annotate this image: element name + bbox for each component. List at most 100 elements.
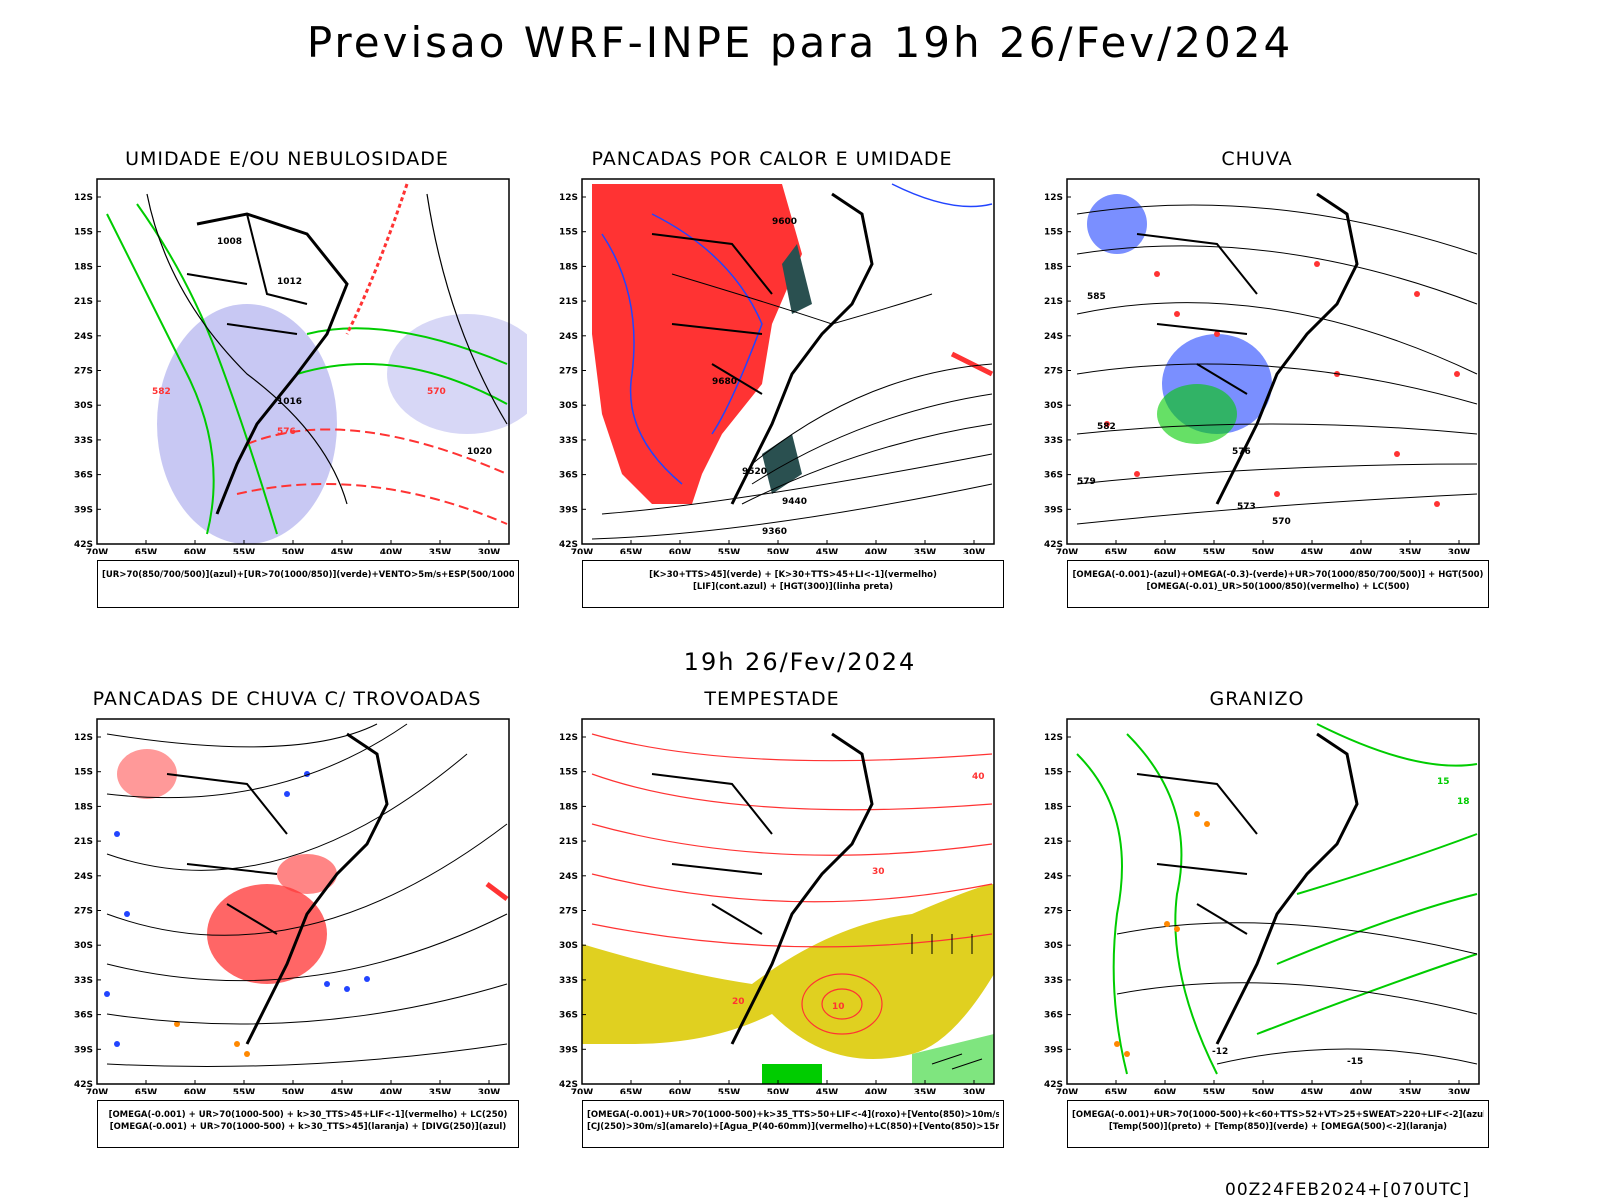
lat-tick-label: 24S (74, 332, 93, 342)
lat-axis: 12S 15S 18S 21S 24S 27S 30S 33S 36S 39S 42S (74, 733, 101, 1090)
lat-tick-label: 18S (1044, 262, 1063, 272)
streamline (106, 983, 508, 1025)
contour-label: 585 (1087, 292, 1106, 302)
height-contour (1076, 245, 1478, 305)
lat-tick-label: 21S (74, 837, 93, 847)
map-svg: 40 30 20 10 12S 15S 18S 21S 24S 27S 30S 33S 36S 3… (559, 718, 995, 1094)
borders (1136, 233, 1258, 395)
lon-tick-label: 60W (184, 548, 207, 554)
lon-tick-label: 60W (184, 1088, 207, 1094)
coastline (730, 192, 874, 505)
lon-tick-label: 45W (1301, 548, 1324, 554)
lon-tick-label: 30W (478, 548, 501, 554)
red-contour (345, 183, 409, 335)
coastline (730, 732, 874, 1045)
map-frame (1066, 178, 1480, 545)
temp-contour (1116, 982, 1478, 1015)
lon-tick-label: 45W (816, 1088, 839, 1094)
lat-axis: 12S 15S 18S 21S 24S 27S 30S 33S 36S 39S 42S (1044, 193, 1071, 550)
lat-tick-label: 42S (559, 540, 578, 550)
legend-line: [Temp(500)](preto) + [Temp(850)](verde) … (1108, 1122, 1448, 1132)
panel-trovoadas: PANCADAS DE CHUVA C/ TROVOADAS (47, 688, 527, 1178)
lon-tick-label: 35W (1399, 548, 1422, 554)
lat-tick-label: 21S (559, 297, 578, 307)
lon-tick-label: 50W (282, 1088, 305, 1094)
lat-tick-label: 30S (1044, 941, 1063, 951)
lon-tick-label: 30W (963, 1088, 986, 1094)
lat-tick-label: 24S (1044, 332, 1063, 342)
lon-tick-label: 70W (86, 548, 109, 554)
lat-tick-label: 15S (559, 228, 578, 238)
lon-tick-label: 40W (380, 548, 403, 554)
map-trovoadas: 12S 15S 18S 21S 24S 27S 30S 33S 36S 39S 42S 70W 65W… (47, 714, 527, 1094)
lat-tick-label: 36S (1044, 471, 1063, 481)
lat-tick-label: 39S (1044, 505, 1063, 515)
map-frame (96, 718, 510, 1085)
jet-fill (582, 884, 994, 1059)
lat-tick-label: 30S (1044, 401, 1063, 411)
legend-box: [OMEGA(-0.001)-(azul)+OMEGA(-0.3)-(verde… (1067, 560, 1489, 608)
lon-axis: 70W 65W 60W 55W 50W 45W 40W 35W 30W (1056, 1080, 1470, 1094)
lat-tick-label: 42S (559, 1080, 578, 1090)
lat-axis: 12S 15S 18S 21S 24S 27S 30S 33S 36S 39S 42S (559, 733, 586, 1090)
contour-label: 20 (732, 997, 745, 1007)
wind-vectors (911, 934, 983, 1070)
contour-label: 1020 (467, 447, 492, 457)
lon-tick-label: 65W (1105, 548, 1128, 554)
lat-axis: 12S 15S 18S 21S 24S 27S 30S 33S 36S 39S 42S (1044, 733, 1071, 1090)
lat-tick-label: 15S (1044, 768, 1063, 778)
map-pancadas-calor: 9600 9680 9520 9440 9360 12S 15S 18S 21S 24S… (532, 174, 1012, 554)
lon-tick-label: 30W (478, 1088, 501, 1094)
red-contour (591, 733, 993, 762)
contour-label: 576 (1232, 447, 1251, 457)
contour-label: 9360 (762, 527, 787, 537)
lat-tick-label: 33S (1044, 436, 1063, 446)
lon-tick-label: 65W (135, 548, 158, 554)
lon-tick-label: 55W (718, 1088, 741, 1094)
coastline (245, 732, 389, 1045)
lat-tick-label: 42S (74, 540, 93, 550)
lat-tick-label: 24S (1044, 872, 1063, 882)
lat-tick-label: 27S (74, 367, 93, 377)
blue-contour (891, 183, 993, 208)
lon-tick-label: 65W (1105, 1088, 1128, 1094)
lon-axis: 70W 65W 60W 55W 50W 45W 40W 35W 30W (86, 1080, 501, 1094)
lat-tick-label: 18S (74, 262, 93, 272)
darkgreen-fill (782, 244, 812, 314)
streamline (106, 723, 408, 799)
lat-tick-label: 27S (559, 367, 578, 377)
green-contour (296, 363, 508, 405)
red-fill (277, 854, 337, 894)
panel-tempestade: TEMPESTADE 40 30 20 10 (532, 688, 1012, 1178)
lon-axis: 70W 65W 60W 55W 50W 45W 40W 35W 30W (1056, 540, 1470, 554)
lat-tick-label: 42S (1044, 1080, 1063, 1090)
lon-tick-label: 50W (767, 548, 790, 554)
legend-line: [OMEGA(-0.001) + UR>70(1000-500) + k>30_… (109, 1122, 507, 1132)
contour-label: 10 (832, 1002, 845, 1012)
legend-line: [OMEGA(-0.001) + UR>70(1000-500) + k>30_… (108, 1110, 508, 1120)
valid-time-subtitle: 19h 26/Fev/2024 (683, 648, 917, 676)
lat-tick-label: 36S (1044, 1011, 1063, 1021)
green-contour (136, 203, 278, 535)
lon-tick-label: 60W (1154, 1088, 1177, 1094)
lon-tick-label: 40W (1350, 1088, 1373, 1094)
map-umidade: 1008 1012 1016 1020 570 576 582 12S 15S 18… (47, 174, 527, 554)
panel-umidade: UMIDADE E/OU NEBULOSIDADE 1008 1012 1016… (47, 148, 527, 638)
panel-chuva: CHUVA 585 582 579 576 (1017, 148, 1497, 638)
lon-tick-label: 65W (620, 1088, 643, 1094)
legend-box: [UR>70(850/700/500)](azul)+[UR>70(1000/8… (97, 560, 519, 608)
lat-tick-label: 24S (74, 872, 93, 882)
lat-tick-label: 39S (559, 505, 578, 515)
red-contour (591, 773, 993, 811)
lat-tick-label: 12S (1044, 193, 1063, 203)
pressure-contour (146, 193, 348, 505)
map-frame (581, 178, 995, 545)
lon-tick-label: 50W (1252, 1088, 1275, 1094)
lon-tick-label: 55W (233, 548, 256, 554)
red-contour (801, 973, 883, 1035)
lat-tick-label: 12S (74, 733, 93, 743)
lat-tick-label: 21S (74, 297, 93, 307)
lon-tick-label: 40W (865, 548, 888, 554)
lon-tick-label: 70W (86, 1088, 109, 1094)
lon-tick-label: 55W (233, 1088, 256, 1094)
